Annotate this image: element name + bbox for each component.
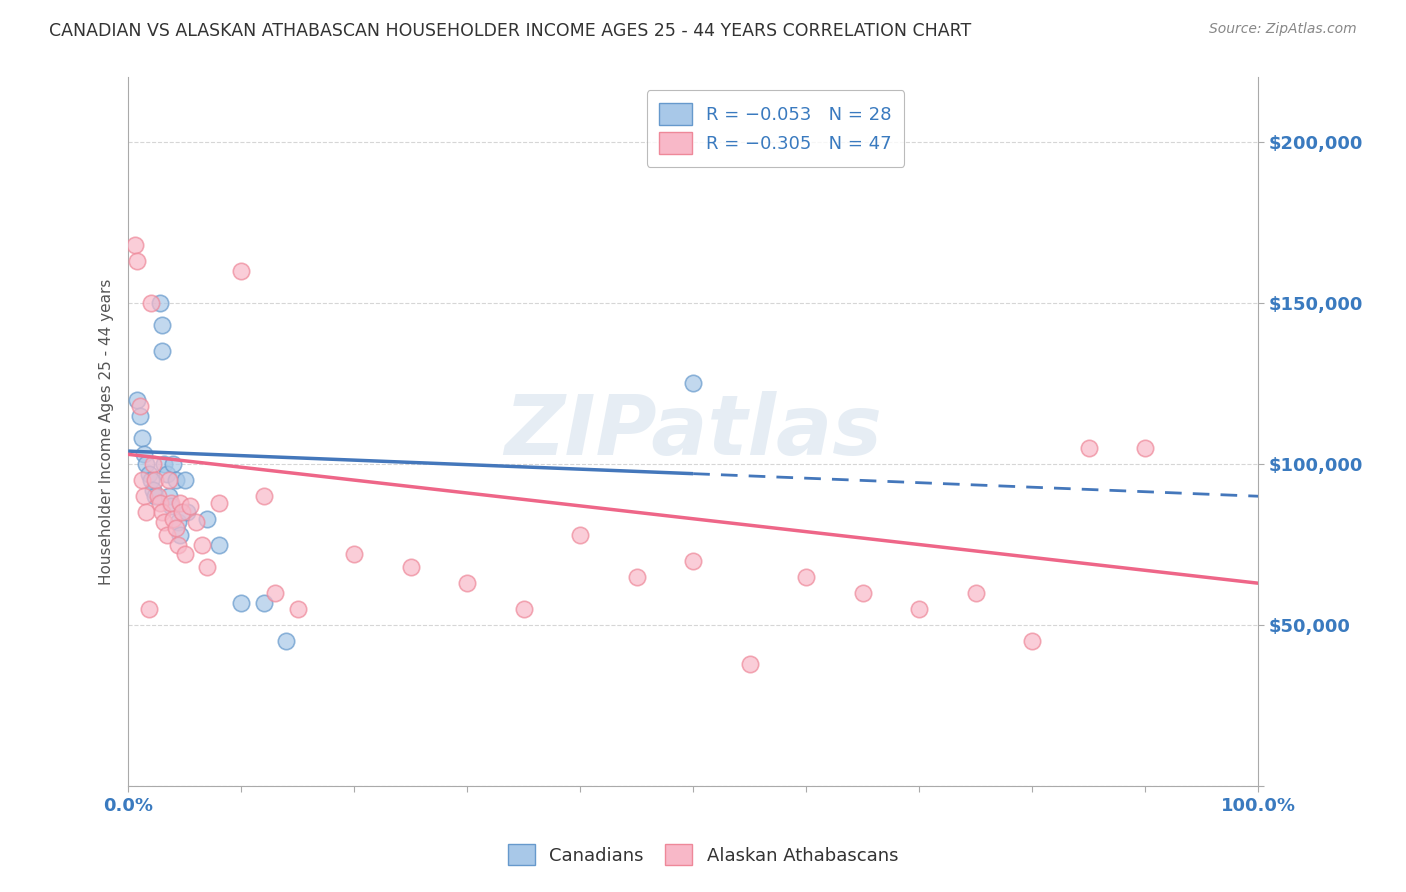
Point — [1077, 441, 1099, 455]
Text: Source: ZipAtlas.com: Source: ZipAtlas.com — [1209, 22, 1357, 37]
Point — [162, 457, 184, 471]
Point — [138, 467, 160, 481]
Point — [157, 473, 180, 487]
Point — [172, 505, 194, 519]
Point — [156, 528, 179, 542]
Text: CANADIAN VS ALASKAN ATHABASCAN HOUSEHOLDER INCOME AGES 25 - 44 YEARS CORRELATION: CANADIAN VS ALASKAN ATHABASCAN HOUSEHOLD… — [49, 22, 972, 40]
Text: ZIPatlas: ZIPatlas — [505, 392, 882, 472]
Legend: Canadians, Alaskan Athabascans: Canadians, Alaskan Athabascans — [499, 835, 907, 874]
Point — [738, 657, 761, 671]
Point — [169, 496, 191, 510]
Point — [145, 473, 167, 487]
Point — [145, 489, 167, 503]
Point — [569, 528, 592, 542]
Point — [153, 457, 176, 471]
Point — [132, 489, 155, 503]
Point — [150, 318, 173, 333]
Point — [156, 467, 179, 481]
Point — [149, 496, 172, 510]
Point — [195, 512, 218, 526]
Point — [157, 489, 180, 503]
Point — [287, 602, 309, 616]
Point — [135, 505, 157, 519]
Point — [165, 521, 187, 535]
Point — [195, 560, 218, 574]
Point — [253, 489, 276, 503]
Point — [794, 570, 817, 584]
Point — [167, 537, 190, 551]
Point — [165, 473, 187, 487]
Point — [264, 586, 287, 600]
Point — [173, 473, 195, 487]
Point — [142, 483, 165, 497]
Point — [965, 586, 987, 600]
Point — [276, 634, 298, 648]
Point — [162, 512, 184, 526]
Point — [512, 602, 534, 616]
Point — [128, 409, 150, 423]
Point — [626, 570, 648, 584]
Point — [150, 344, 173, 359]
Point — [169, 528, 191, 542]
Point — [343, 547, 366, 561]
Point — [208, 537, 231, 551]
Point — [456, 576, 478, 591]
Point — [131, 473, 153, 487]
Point — [184, 515, 207, 529]
Point — [231, 595, 253, 609]
Point — [1133, 441, 1156, 455]
Point — [852, 586, 875, 600]
Point — [231, 264, 253, 278]
Point — [138, 602, 160, 616]
Point — [153, 515, 176, 529]
Point — [142, 457, 165, 471]
Y-axis label: Householder Income Ages 25 - 44 years: Householder Income Ages 25 - 44 years — [100, 278, 114, 585]
Point — [132, 447, 155, 461]
Point — [139, 473, 162, 487]
Point — [127, 392, 149, 407]
Point — [160, 499, 183, 513]
Point — [1021, 634, 1043, 648]
Point — [179, 499, 201, 513]
Point — [908, 602, 931, 616]
Point — [127, 254, 149, 268]
Legend: R = −0.053   N = 28, R = −0.305   N = 47: R = −0.053 N = 28, R = −0.305 N = 47 — [647, 90, 904, 167]
Point — [139, 296, 162, 310]
Point — [131, 431, 153, 445]
Point — [124, 238, 146, 252]
Point — [208, 496, 231, 510]
Point — [173, 547, 195, 561]
Point — [176, 505, 198, 519]
Point — [135, 457, 157, 471]
Point — [190, 537, 212, 551]
Point — [253, 595, 276, 609]
Point — [167, 515, 190, 529]
Point — [399, 560, 422, 574]
Point — [682, 376, 704, 391]
Point — [149, 296, 172, 310]
Point — [128, 399, 150, 413]
Point — [150, 505, 173, 519]
Point — [146, 489, 169, 503]
Point — [160, 496, 183, 510]
Point — [682, 554, 704, 568]
